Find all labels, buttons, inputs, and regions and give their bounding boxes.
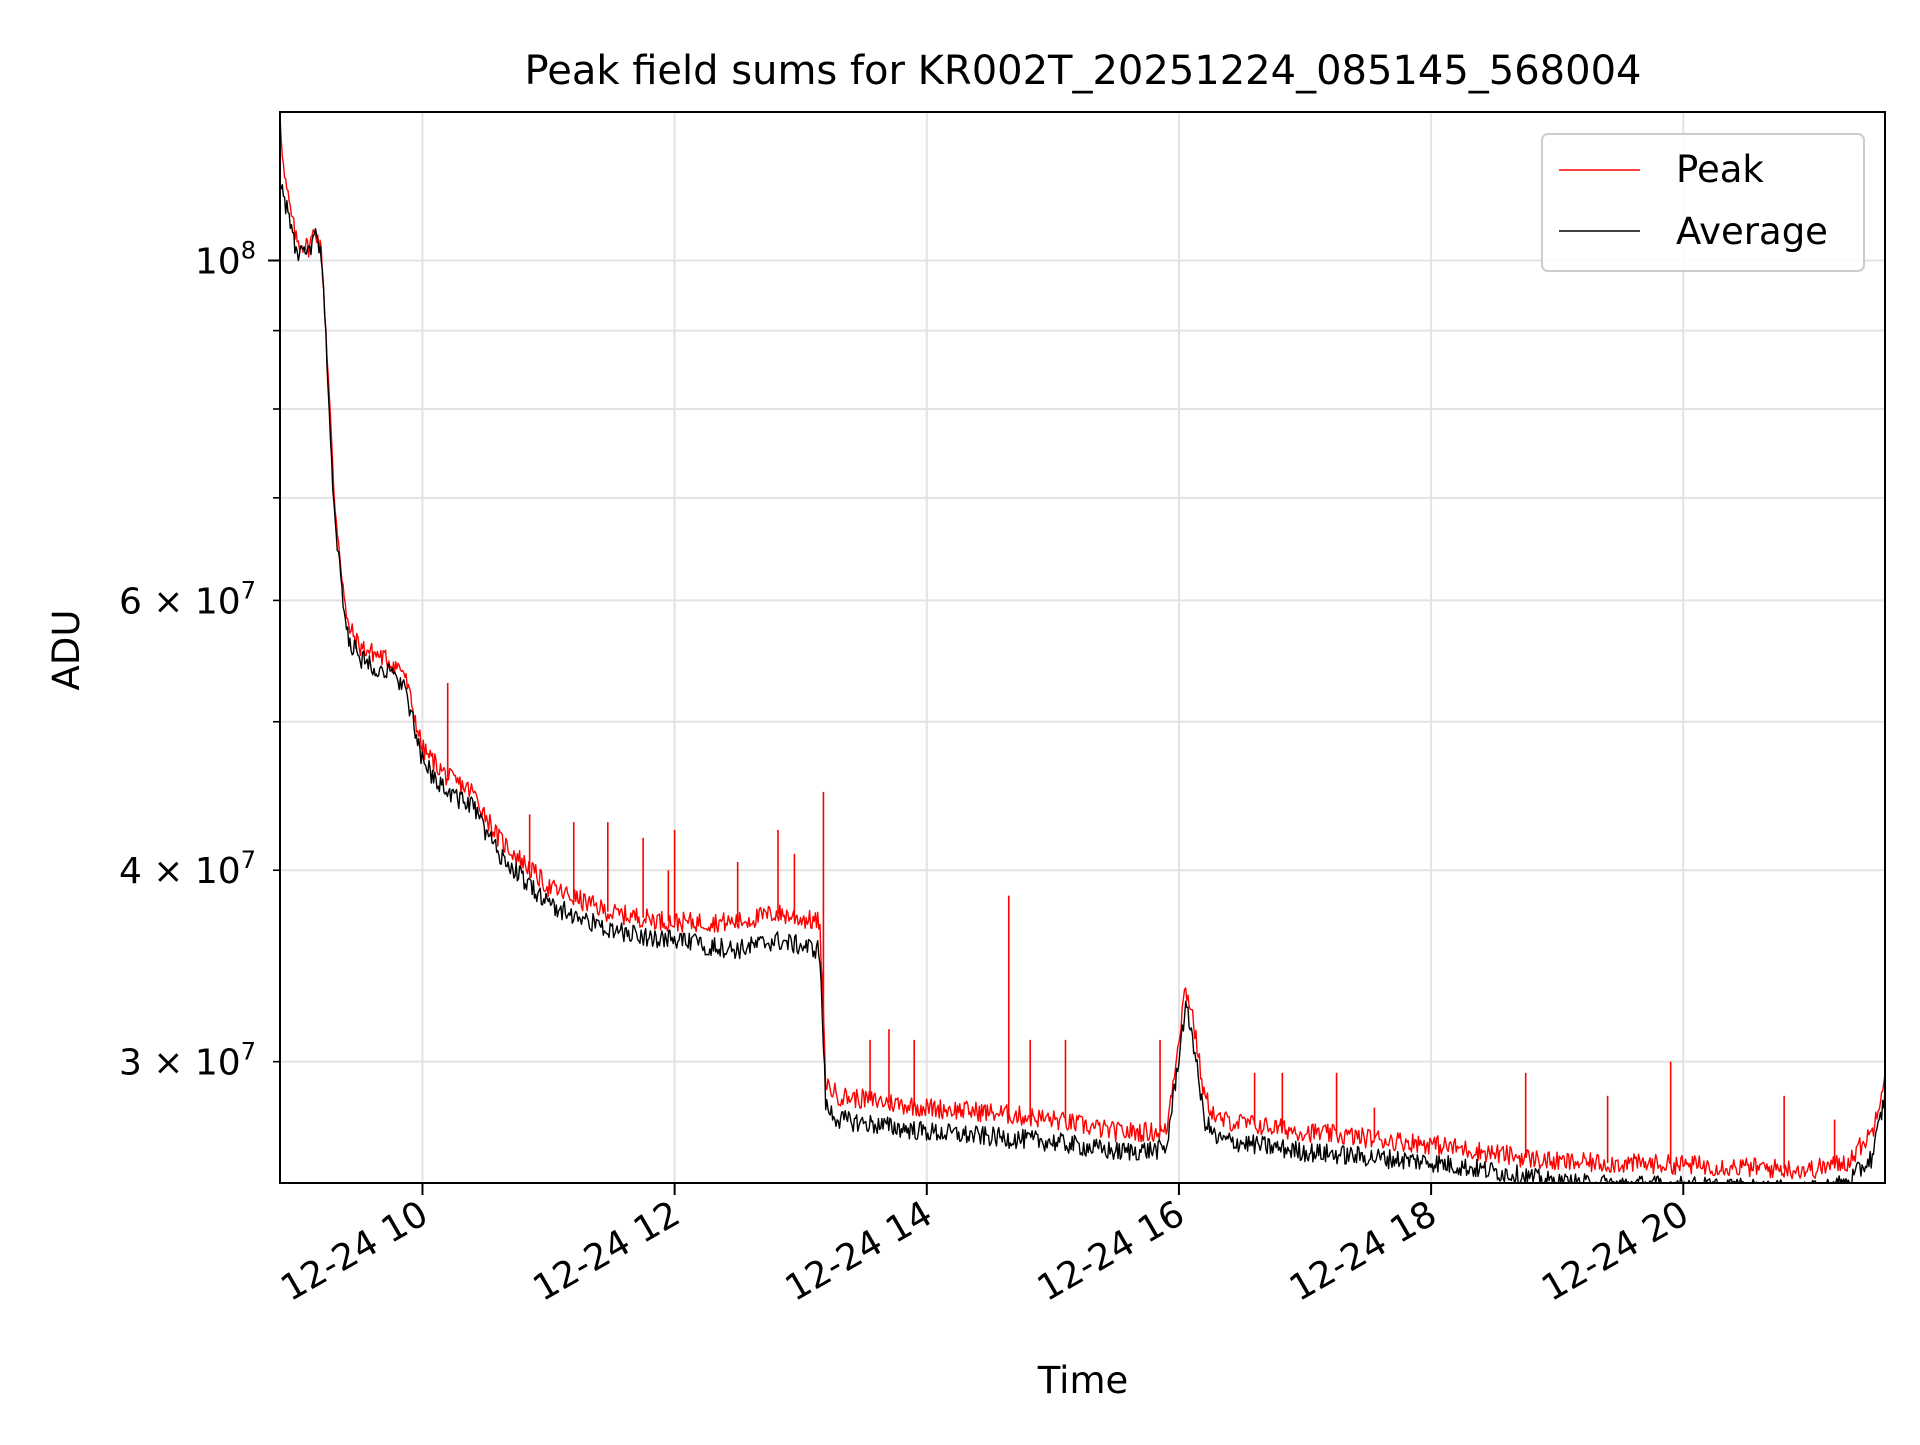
legend-label-average: Average [1676, 210, 1828, 253]
y-tick-label: 3 × 107 [119, 1038, 256, 1084]
y-tick-label-exp: 7 [241, 1038, 256, 1066]
y-tick-label: 6 × 107 [119, 576, 256, 622]
chart-title: Peak field sums for KR002T_20251224_0851… [525, 48, 1642, 94]
y-tick-label-times: × [142, 581, 195, 622]
y-tick-label: 4 × 107 [119, 846, 256, 892]
y-tick-label-base: 10 [195, 851, 241, 892]
y-tick-label-mantissa: 6 [119, 581, 142, 622]
grid-layer [280, 112, 1885, 1183]
legend: Peak Average [1541, 133, 1865, 272]
y-tick-label-times: × [142, 851, 195, 892]
y-tick-label-base: 10 [195, 241, 241, 282]
legend-box [1541, 133, 1865, 272]
legend-label-peak: Peak [1676, 148, 1764, 191]
y-tick-label-exp: 8 [241, 236, 256, 264]
series-line-peak [279, 116, 1886, 1180]
plot-frame [279, 111, 1886, 1184]
x-axis-label: Time [1037, 1359, 1129, 1402]
y-tick-label-mantissa: 4 [119, 851, 142, 892]
y-tick-label-base: 10 [195, 581, 241, 622]
y-tick-label: 108 [195, 236, 256, 282]
y-tick-label-exp: 7 [241, 576, 256, 604]
y-tick-label-times: × [142, 1043, 195, 1084]
y-tick-label-mantissa: 3 [119, 1043, 142, 1084]
y-tick-label-base: 10 [195, 1043, 241, 1084]
y-tick-label-exp: 7 [241, 846, 256, 874]
y-axis-label: ADU [45, 610, 88, 691]
